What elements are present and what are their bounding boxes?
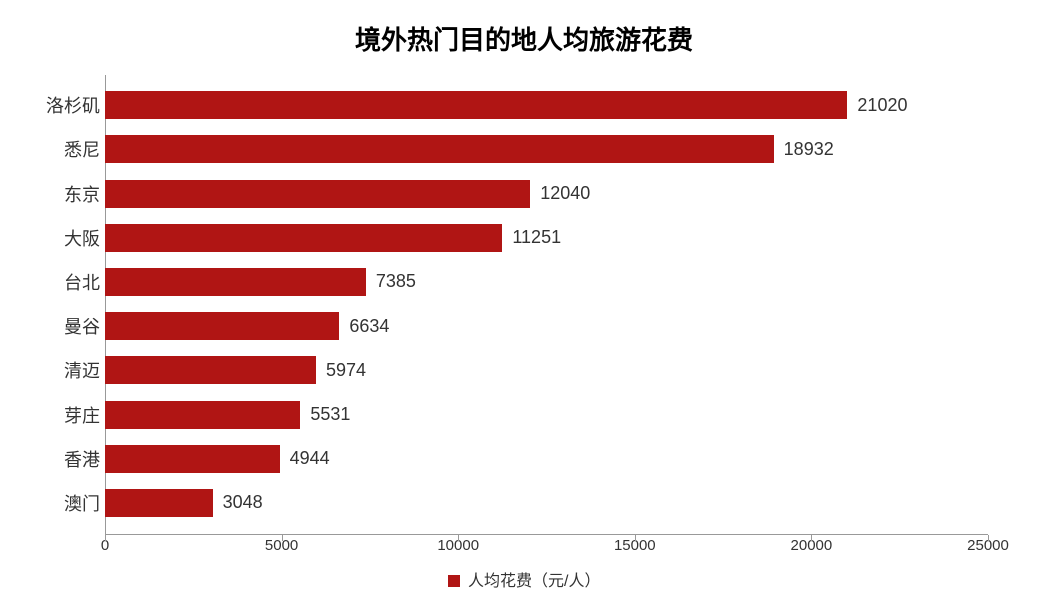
bar: [105, 91, 847, 119]
y-axis-label: 澳门: [30, 490, 100, 516]
bar: [105, 312, 339, 340]
legend-label: 人均花费（元/人）: [468, 573, 600, 590]
legend: 人均花费（元/人）: [30, 567, 1018, 591]
x-tick-mark: [811, 535, 812, 541]
bar-row: 18932: [105, 135, 988, 163]
chart-container: 境外热门目的地人均旅游花费 洛杉矶悉尼东京大阪台北曼谷清迈芽庄香港澳门 2102…: [0, 0, 1048, 588]
bar-row: 6634: [105, 312, 988, 340]
y-axis-label: 东京: [30, 181, 100, 207]
y-axis-label: 洛杉矶: [30, 92, 100, 118]
bar-value-label: 7385: [376, 271, 416, 292]
bar-row: 4944: [105, 445, 988, 473]
y-axis-label: 大阪: [30, 225, 100, 251]
bar-value-label: 4944: [290, 448, 330, 469]
x-axis-ticks: 0500010000150002000025000: [105, 537, 988, 557]
y-axis-label: 台北: [30, 269, 100, 295]
bar-row: 3048: [105, 489, 988, 517]
bar: [105, 489, 213, 517]
bar-value-label: 12040: [540, 183, 590, 204]
y-axis-label: 香港: [30, 446, 100, 472]
bar-value-label: 11251: [512, 227, 561, 248]
bar-value-label: 18932: [784, 139, 834, 160]
bar-row: 5531: [105, 401, 988, 429]
bar: [105, 356, 316, 384]
x-tick-mark: [458, 535, 459, 541]
y-axis-label: 芽庄: [30, 402, 100, 428]
bar: [105, 268, 366, 296]
bar-value-label: 21020: [857, 95, 907, 116]
chart-title: 境外热门目的地人均旅游花费: [30, 20, 1018, 57]
bar-row: 12040: [105, 180, 988, 208]
y-axis-labels: 洛杉矶悉尼东京大阪台北曼谷清迈芽庄香港澳门: [30, 75, 100, 535]
plot-area: 洛杉矶悉尼东京大阪台北曼谷清迈芽庄香港澳门 210201893212040112…: [105, 75, 988, 535]
bar-row: 7385: [105, 268, 988, 296]
y-axis-label: 曼谷: [30, 313, 100, 339]
bar-value-label: 3048: [223, 492, 263, 513]
y-axis-label: 清迈: [30, 357, 100, 383]
bar-value-label: 5974: [326, 360, 366, 381]
x-tick-mark: [105, 535, 106, 541]
bar-row: 11251: [105, 224, 988, 252]
bars-group: 21020 18932 12040 11251 7385 6634 5974 5531 4944…: [105, 75, 988, 535]
bar-row: 5974: [105, 356, 988, 384]
bar: [105, 224, 502, 252]
bar-row: 21020: [105, 91, 988, 119]
bar: [105, 135, 774, 163]
bar-value-label: 5531: [310, 404, 350, 425]
x-tick-mark: [988, 535, 989, 541]
x-tick-mark: [282, 535, 283, 541]
y-axis-label: 悉尼: [30, 136, 100, 162]
bar-value-label: 6634: [349, 316, 389, 337]
legend-swatch: [448, 575, 460, 587]
bar: [105, 180, 530, 208]
bar: [105, 445, 280, 473]
bar: [105, 401, 300, 429]
x-tick-mark: [635, 535, 636, 541]
